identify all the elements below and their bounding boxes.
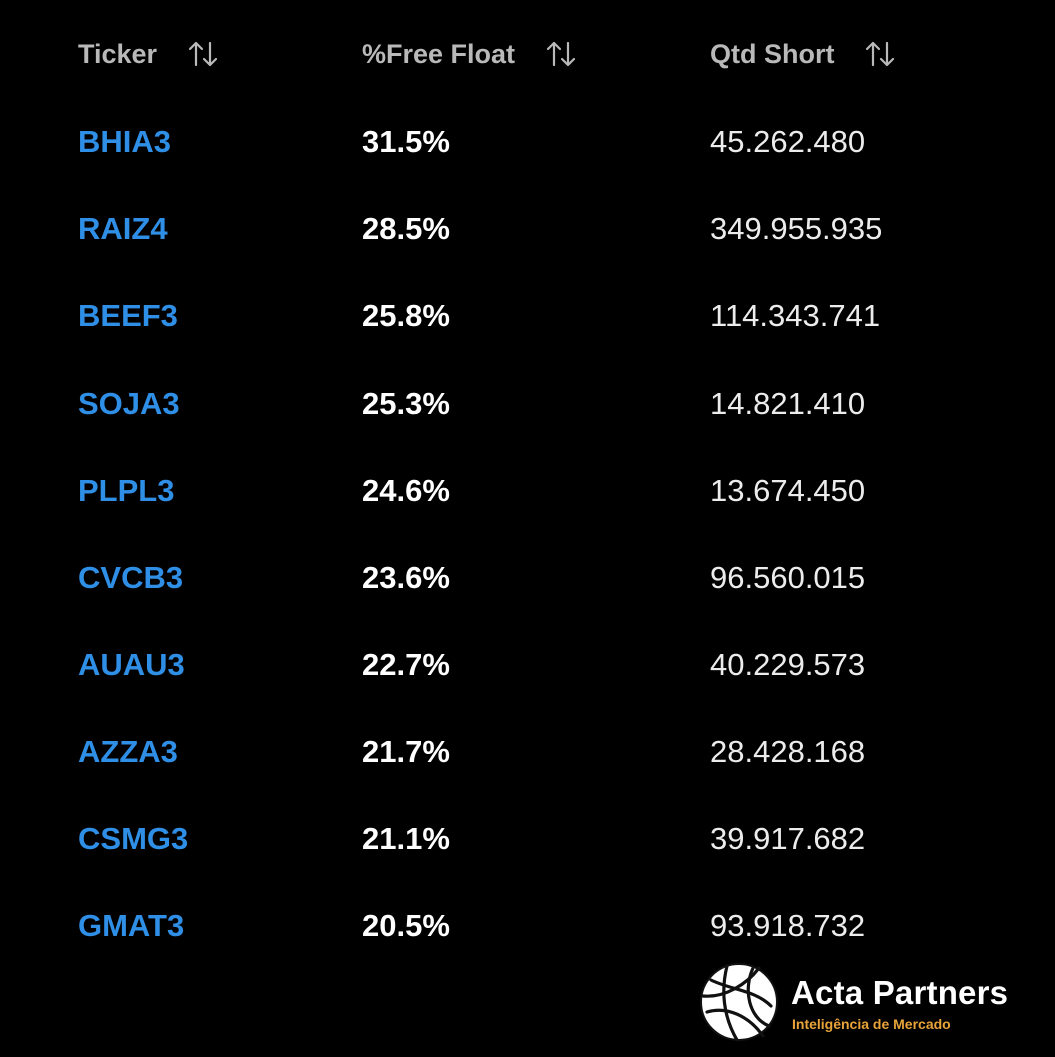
ticker-link[interactable]: BEEF3 — [78, 298, 178, 333]
brand-name: Acta Partners — [791, 974, 1009, 1011]
ticker-link[interactable]: AZZA3 — [78, 734, 178, 769]
ticker-link[interactable]: SOJA3 — [78, 386, 180, 421]
table-row: PLPL3 24.6% 13.674.450 — [0, 461, 1055, 521]
free-float-value: 25.3% — [362, 386, 450, 421]
table-row: BHIA3 31.5% 45.262.480 — [0, 112, 1055, 172]
column-header-free-float[interactable]: %Free Float — [362, 32, 577, 76]
qtd-short-value: 93.918.732 — [710, 908, 866, 943]
free-float-value: 25.8% — [362, 298, 450, 333]
free-float-value: 22.7% — [362, 647, 450, 682]
free-float-value: 20.5% — [362, 908, 450, 943]
table-row: GMAT3 20.5% 93.918.732 — [0, 896, 1055, 956]
free-float-value: 21.1% — [362, 821, 450, 856]
brand-watermark: Acta Partners Inteligência de Mercado — [697, 960, 1049, 1044]
column-header-qtd-short[interactable]: Qtd Short — [710, 32, 896, 76]
sort-up-down-icon[interactable] — [864, 40, 896, 68]
qtd-short-value: 28.428.168 — [710, 734, 866, 769]
free-float-value: 21.7% — [362, 734, 450, 769]
qtd-short-value: 14.821.410 — [710, 386, 866, 421]
ticker-link[interactable]: BHIA3 — [78, 124, 172, 159]
ticker-link[interactable]: RAIZ4 — [78, 211, 168, 246]
ticker-link[interactable]: GMAT3 — [78, 908, 185, 943]
free-float-value: 23.6% — [362, 560, 450, 595]
ticker-link[interactable]: PLPL3 — [78, 473, 175, 508]
table-row: RAIZ4 28.5% 349.955.935 — [0, 199, 1055, 259]
ticker-link[interactable]: CSMG3 — [78, 821, 189, 856]
qtd-short-value: 40.229.573 — [710, 647, 866, 682]
qtd-short-value: 114.343.741 — [710, 298, 881, 333]
free-float-value: 24.6% — [362, 473, 450, 508]
table-row: BEEF3 25.8% 114.343.741 — [0, 286, 1055, 346]
sort-up-down-icon[interactable] — [545, 40, 577, 68]
ticker-link[interactable]: AUAU3 — [78, 647, 185, 682]
qtd-short-value: 96.560.015 — [710, 560, 866, 595]
free-float-value: 28.5% — [362, 211, 450, 246]
brand-tagline: Inteligência de Mercado — [792, 1016, 951, 1032]
column-header-qtd-short-label: Qtd Short — [710, 38, 835, 69]
table-row: CVCB3 23.6% 96.560.015 — [0, 548, 1055, 608]
qtd-short-value: 45.262.480 — [710, 124, 866, 159]
free-float-value: 31.5% — [362, 124, 450, 159]
sort-up-down-icon[interactable] — [187, 40, 219, 68]
column-header-free-float-label: %Free Float — [362, 38, 516, 69]
table-row: SOJA3 25.3% 14.821.410 — [0, 374, 1055, 434]
qtd-short-value: 39.917.682 — [710, 821, 866, 856]
globe-logo-icon — [697, 960, 781, 1044]
table-row: CSMG3 21.1% 39.917.682 — [0, 809, 1055, 869]
column-header-ticker-label: Ticker — [78, 38, 158, 69]
column-header-ticker[interactable]: Ticker — [78, 32, 219, 76]
qtd-short-value: 349.955.935 — [710, 211, 883, 246]
ticker-link[interactable]: CVCB3 — [78, 560, 184, 595]
table-row: AZZA3 21.7% 28.428.168 — [0, 722, 1055, 782]
table-row: AUAU3 22.7% 40.229.573 — [0, 635, 1055, 695]
qtd-short-value: 13.674.450 — [710, 473, 866, 508]
